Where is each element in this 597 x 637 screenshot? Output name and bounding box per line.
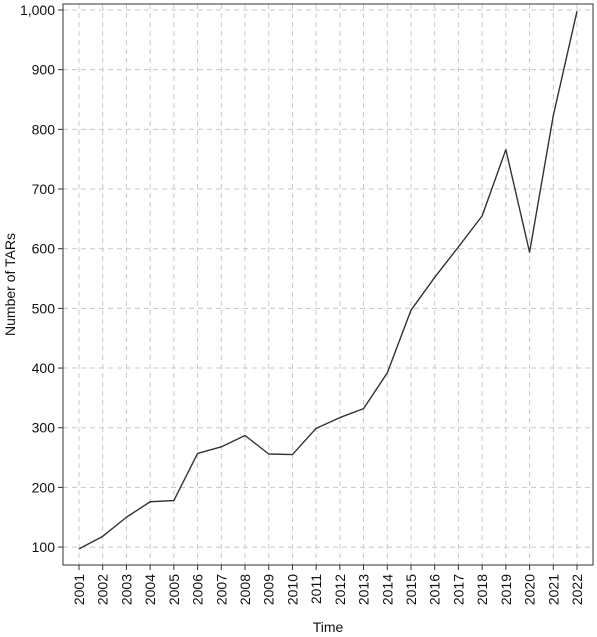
x-tick-label: 2019: [498, 574, 514, 605]
x-axis-ticks: 2001 2002 2003 2004 2005 2006 2007 2008 2009 2010…: [71, 565, 585, 605]
x-tick-label: 2015: [403, 574, 419, 605]
y-tick-label: 900: [32, 62, 56, 78]
y-tick-label: 700: [32, 181, 56, 197]
x-tick-label: 2008: [237, 574, 253, 605]
y-tick-label: 600: [32, 241, 56, 257]
x-tick-label: 2007: [213, 574, 229, 605]
y-tick-label: 200: [32, 479, 56, 495]
x-tick-label: 2004: [142, 574, 158, 605]
y-axis-title: Number of TARs: [2, 233, 18, 336]
x-tick-label: 2003: [118, 574, 134, 605]
x-tick-label: 2006: [190, 574, 206, 605]
x-tick-label: 2014: [379, 574, 395, 605]
x-tick-label: 2016: [427, 574, 443, 605]
x-tick-label: 2022: [569, 574, 585, 605]
x-tick-label: 2011: [308, 574, 324, 604]
x-tick-label: 2009: [261, 574, 277, 605]
series-line: [78, 11, 578, 550]
grid-layer: [63, 4, 593, 565]
y-tick-label: 400: [32, 360, 56, 376]
x-tick-label: 2002: [95, 574, 111, 605]
x-tick-label: 2021: [545, 574, 561, 605]
y-tick-label: 1,000: [20, 2, 55, 18]
x-tick-label: 2017: [450, 574, 466, 605]
x-tick-label: 2010: [284, 574, 300, 605]
x-tick-label: 2012: [332, 574, 348, 605]
x-tick-label: 2005: [166, 574, 182, 605]
y-tick-label: 800: [32, 121, 56, 137]
x-tick-label: 2013: [356, 574, 372, 605]
plot-frame: [62, 3, 594, 566]
x-axis-title: Time: [313, 619, 344, 635]
y-axis-ticks: 100 200 300 400 500 600 700 800 900 1,000: [20, 2, 63, 555]
y-tick-label: 500: [32, 300, 56, 316]
x-tick-label: 2018: [474, 574, 490, 605]
x-tick-label: 2001: [71, 574, 87, 605]
y-tick-label: 100: [32, 539, 56, 555]
y-tick-label: 300: [32, 420, 56, 436]
x-tick-label: 2020: [522, 574, 538, 605]
